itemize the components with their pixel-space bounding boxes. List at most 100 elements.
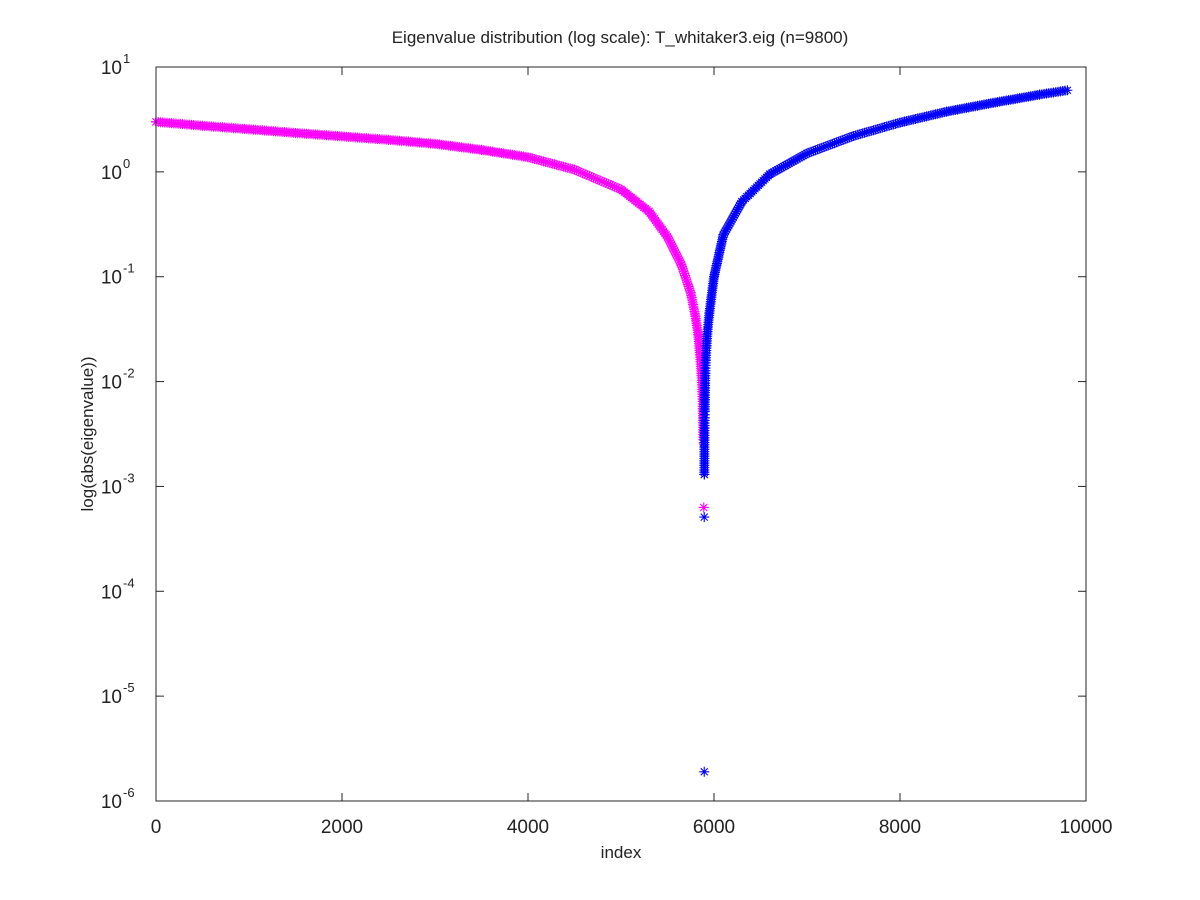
data-point [701,340,712,351]
data-point-fill [883,120,894,131]
data-point-fill [794,152,805,163]
data-point-fill [800,149,811,160]
data-point-fill [877,122,888,133]
y-tick-exponent: -1 [123,261,135,276]
data-point [700,368,711,379]
data-point-fill [720,226,731,237]
data-point [699,512,710,523]
data-point-fill [770,165,781,176]
data-point-fill [577,168,588,179]
data-point-fill [575,167,586,178]
data-point [700,382,711,393]
data-point-fill [601,178,612,189]
data-point [700,355,711,366]
data-point-fill [540,156,551,167]
data-point-fill [573,166,584,177]
y-tick-base: 10 [101,268,122,289]
data-point-fill [558,161,569,172]
data-point-fill [868,125,879,136]
data-point-fill [829,138,840,149]
data-point-fill [565,163,576,174]
data-point [383,134,394,145]
data-point [704,308,715,319]
data-point [699,412,710,423]
data-point-fill [603,179,614,190]
data-point [848,130,859,141]
y-tick-base: 10 [101,163,122,184]
data-point [698,502,709,513]
data-point-fill [796,151,807,162]
data-point-fill [768,167,779,178]
data-point [693,329,704,340]
x-tick-label: 8000 [879,817,921,838]
y-tick-label: 10 -3 [101,470,135,498]
data-point-fill [685,285,696,296]
data-point-fill [784,158,795,169]
data-point-fill [850,130,861,141]
data-point [699,394,710,405]
data-point-fill [729,210,740,221]
data-point-fill [846,131,857,142]
data-point-fill [827,138,838,149]
data-point-fill [551,159,562,170]
data-point-fill [594,175,605,186]
y-tick-base: 10 [101,792,122,813]
y-tick-base: 10 [101,477,122,498]
data-point [709,271,719,282]
data-point [1034,89,1045,100]
data-point-fill [607,180,618,191]
data-point-fill [554,160,564,171]
data-point-fill [672,251,683,262]
data-point-fill [682,277,693,288]
data-point-fill [567,164,578,175]
y-tick-label: 10 0 [101,156,130,184]
y-tick-base: 10 [101,582,122,603]
data-point-fill [835,135,846,146]
data-point-fill [890,118,901,129]
data-point [699,469,710,480]
data-point-fill [588,172,599,183]
data-point-fill [725,216,736,227]
data-point-fill [719,228,730,239]
y-tick-label: 10 -1 [101,261,135,289]
data-point-fill [527,153,538,164]
y-tick-exponent: 1 [123,51,130,66]
data-point-fill [852,129,863,140]
data-point-fill [798,150,809,161]
data-point-fill [782,159,793,170]
data-point-fill [542,157,553,168]
data-point-fill [684,283,695,294]
data-point [290,127,301,138]
data-point [690,311,701,322]
data-point-fill [766,168,777,179]
data-point-fill [571,165,582,176]
data-point [569,164,580,175]
data-point-fill [678,266,689,277]
x-tick-label: 4000 [507,817,549,838]
data-point-fill [609,181,620,192]
data-point-fill [525,152,536,163]
data-point-fill [665,237,676,248]
data-point-fill [804,147,815,158]
data-point-fill [840,134,851,145]
data-point-fill [663,233,674,244]
y-axis-title: log(abs(eigenvalue)) [78,357,97,512]
data-point-fill [776,162,787,173]
data-point [699,766,710,777]
data-point-fill [892,118,903,129]
y-tick-base: 10 [101,58,122,79]
data-point-fill [681,274,692,285]
data-point-fill [668,243,679,254]
y-tick-exponent: -4 [123,575,135,590]
data-point-fill [864,126,874,137]
data-point [244,124,254,135]
data-point-fill [728,212,739,223]
data-point-fill [674,255,685,266]
y-tick-exponent: -6 [123,785,135,800]
data-point [616,184,626,195]
x-axis: 0 2000 4000 6000 8000 10000 [151,67,1112,838]
data-point-fill [842,133,853,144]
